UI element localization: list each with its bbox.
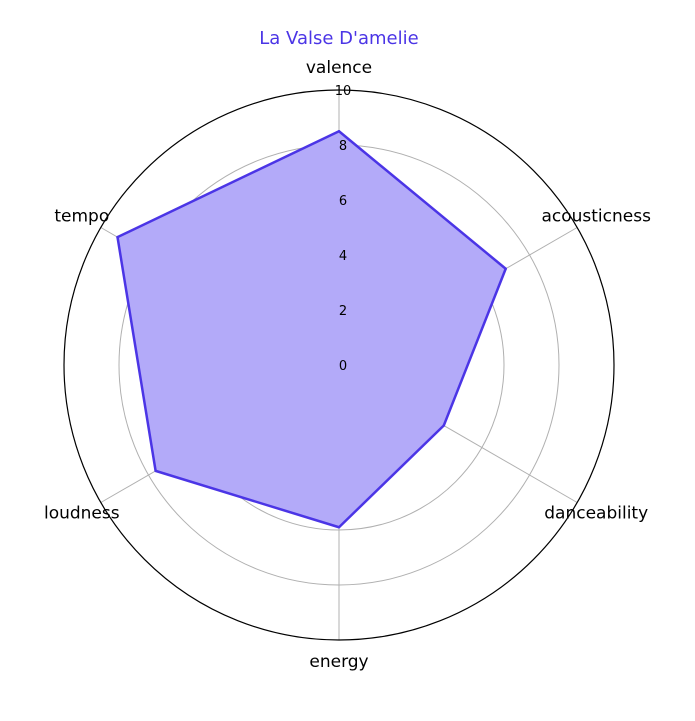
data-point-energy — [337, 526, 341, 529]
tick-label-4: 8 — [339, 139, 347, 154]
data-point-tempo — [116, 235, 119, 239]
category-label-acousticness: acousticness — [541, 207, 651, 227]
data-point-acousticness — [504, 267, 507, 270]
tick-label-3: 6 — [339, 194, 347, 209]
category-label-loudness: loudness — [44, 504, 120, 524]
category-label-valence: valence — [306, 58, 372, 78]
outer-frame — [63, 89, 615, 641]
category-label-tempo: tempo — [54, 207, 109, 227]
tick-label-5: 10 — [335, 84, 352, 99]
category-labels: valence acousticness danceability energy lou… — [44, 58, 651, 672]
chart-title: La Valse D'amelie — [259, 28, 418, 49]
tick-label-2: 4 — [339, 249, 347, 264]
tick-label-1: 2 — [339, 304, 347, 319]
series-area-0 — [117, 131, 506, 528]
radial-tick-labels: 0 2 4 6 8 10 — [335, 84, 352, 374]
data-point-valence — [337, 130, 341, 133]
series-layer — [116, 130, 507, 529]
data-point-danceability — [442, 424, 445, 427]
category-label-energy: energy — [309, 652, 368, 672]
tick-label-0: 0 — [339, 359, 347, 374]
data-point-loudness — [154, 469, 157, 473]
category-label-danceability: danceability — [544, 504, 648, 524]
